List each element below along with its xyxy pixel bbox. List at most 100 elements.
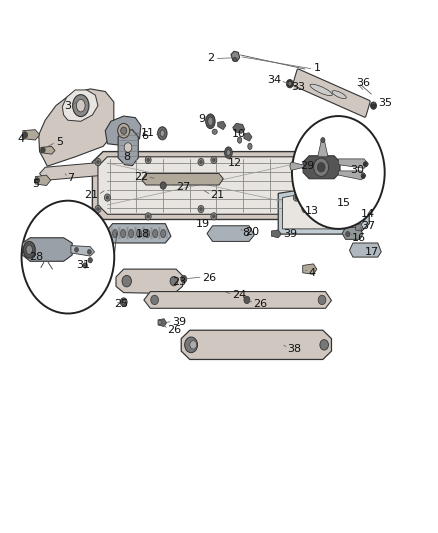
Text: 1: 1: [314, 63, 321, 73]
Text: 2: 2: [208, 53, 215, 62]
Ellipse shape: [23, 241, 35, 258]
Ellipse shape: [304, 207, 306, 211]
Polygon shape: [158, 319, 166, 327]
Text: 26: 26: [253, 299, 268, 309]
Polygon shape: [207, 226, 254, 241]
Ellipse shape: [106, 196, 109, 199]
Ellipse shape: [147, 215, 149, 218]
Ellipse shape: [212, 215, 215, 218]
Text: 17: 17: [365, 247, 379, 257]
Ellipse shape: [206, 114, 215, 128]
Ellipse shape: [160, 130, 165, 136]
Polygon shape: [231, 51, 240, 61]
Ellipse shape: [122, 300, 125, 304]
Polygon shape: [283, 187, 365, 229]
FancyBboxPatch shape: [293, 69, 370, 117]
Polygon shape: [338, 171, 366, 180]
Text: 8: 8: [124, 152, 131, 162]
Ellipse shape: [145, 213, 151, 220]
Ellipse shape: [97, 207, 99, 211]
Text: 21: 21: [210, 190, 225, 200]
Ellipse shape: [244, 296, 250, 304]
Text: 10: 10: [232, 130, 246, 139]
Text: 27: 27: [176, 182, 191, 192]
Ellipse shape: [288, 82, 292, 86]
Ellipse shape: [317, 163, 325, 172]
Ellipse shape: [233, 58, 237, 62]
Ellipse shape: [41, 148, 45, 152]
Ellipse shape: [313, 198, 338, 218]
Text: 4: 4: [308, 268, 315, 278]
Text: 28: 28: [29, 252, 43, 262]
Ellipse shape: [35, 177, 39, 183]
Text: 39: 39: [172, 317, 186, 327]
Ellipse shape: [158, 127, 167, 140]
Ellipse shape: [371, 102, 377, 109]
Ellipse shape: [200, 160, 202, 164]
Polygon shape: [62, 90, 98, 122]
Text: 8: 8: [243, 228, 250, 238]
Text: 37: 37: [361, 221, 376, 231]
Ellipse shape: [293, 194, 299, 201]
Polygon shape: [41, 147, 55, 154]
Text: 26: 26: [202, 273, 216, 283]
Text: 31: 31: [77, 260, 91, 270]
Polygon shape: [71, 246, 95, 256]
Ellipse shape: [151, 295, 159, 305]
Ellipse shape: [122, 276, 131, 287]
Text: 9: 9: [198, 114, 205, 124]
Ellipse shape: [361, 173, 365, 178]
Polygon shape: [244, 133, 252, 141]
Ellipse shape: [152, 229, 158, 238]
Polygon shape: [272, 230, 281, 238]
Ellipse shape: [346, 231, 350, 237]
Text: 20: 20: [245, 227, 259, 237]
Ellipse shape: [286, 79, 293, 88]
Ellipse shape: [185, 337, 198, 353]
Ellipse shape: [320, 340, 328, 350]
Ellipse shape: [104, 194, 110, 201]
Polygon shape: [318, 141, 328, 157]
Ellipse shape: [302, 158, 308, 166]
Ellipse shape: [22, 132, 28, 138]
Text: 29: 29: [300, 161, 315, 171]
Polygon shape: [39, 89, 114, 166]
Text: 22: 22: [134, 172, 148, 182]
Ellipse shape: [26, 245, 32, 254]
Text: 21: 21: [84, 190, 98, 200]
Polygon shape: [350, 243, 381, 257]
Ellipse shape: [248, 143, 252, 149]
Polygon shape: [181, 330, 332, 359]
Ellipse shape: [212, 129, 217, 134]
Ellipse shape: [147, 158, 149, 161]
Ellipse shape: [363, 162, 367, 166]
Ellipse shape: [161, 229, 166, 238]
Text: 16: 16: [352, 233, 366, 243]
Ellipse shape: [208, 117, 213, 125]
Ellipse shape: [129, 229, 134, 238]
Text: 3: 3: [64, 101, 71, 111]
Ellipse shape: [190, 341, 197, 349]
Text: 6: 6: [142, 131, 149, 141]
Ellipse shape: [121, 127, 127, 134]
Text: 38: 38: [288, 344, 302, 354]
Ellipse shape: [74, 247, 78, 252]
Text: 7: 7: [67, 173, 74, 183]
Polygon shape: [356, 224, 363, 231]
Ellipse shape: [295, 196, 297, 199]
Ellipse shape: [361, 175, 365, 179]
Ellipse shape: [88, 257, 92, 263]
Ellipse shape: [137, 229, 142, 238]
Text: 18: 18: [136, 229, 150, 239]
Ellipse shape: [304, 160, 306, 164]
Polygon shape: [278, 182, 369, 234]
Ellipse shape: [73, 95, 89, 117]
Ellipse shape: [332, 91, 346, 99]
Ellipse shape: [88, 249, 91, 254]
Text: 19: 19: [195, 219, 209, 229]
Ellipse shape: [158, 320, 162, 325]
Text: 15: 15: [337, 198, 351, 208]
Text: 34: 34: [267, 75, 281, 85]
Polygon shape: [303, 156, 340, 179]
Polygon shape: [98, 157, 308, 214]
